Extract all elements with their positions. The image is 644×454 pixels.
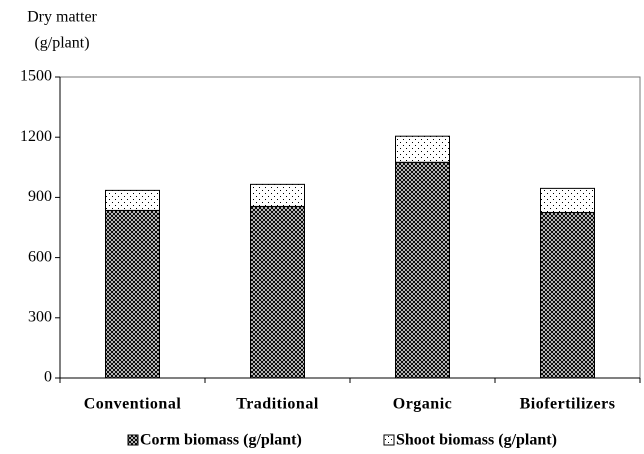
bar-segment bbox=[105, 209, 160, 379]
legend-label: Corm biomass (g/plant) bbox=[140, 432, 302, 449]
y-tick-label: 900 bbox=[28, 188, 52, 205]
bar-segment bbox=[395, 135, 450, 163]
y-tick-label: 0 bbox=[44, 369, 52, 386]
y-tick-label: 300 bbox=[28, 308, 52, 325]
bar-segment bbox=[105, 189, 160, 211]
x-tick-label: Traditional bbox=[236, 396, 319, 413]
bar-segment bbox=[250, 205, 305, 379]
y-tick-label: 1200 bbox=[20, 128, 52, 145]
y-axis-label: (g/plant) bbox=[34, 35, 89, 52]
x-tick-label: Conventional bbox=[84, 396, 182, 413]
bar-segment bbox=[540, 187, 595, 213]
y-tick-label: 600 bbox=[28, 248, 52, 265]
legend-swatch bbox=[127, 434, 139, 446]
x-tick-label: Biofertilizers bbox=[520, 396, 616, 413]
bar-segment bbox=[395, 161, 450, 379]
y-axis-label: Dry matter bbox=[27, 9, 97, 26]
x-tick-label: Organic bbox=[393, 396, 453, 413]
legend-label: Shoot biomass (g/plant) bbox=[396, 432, 557, 449]
y-tick-label: 1500 bbox=[20, 68, 52, 85]
bar-segment bbox=[540, 211, 595, 379]
legend-swatch bbox=[383, 434, 395, 446]
bar-segment bbox=[250, 183, 305, 207]
